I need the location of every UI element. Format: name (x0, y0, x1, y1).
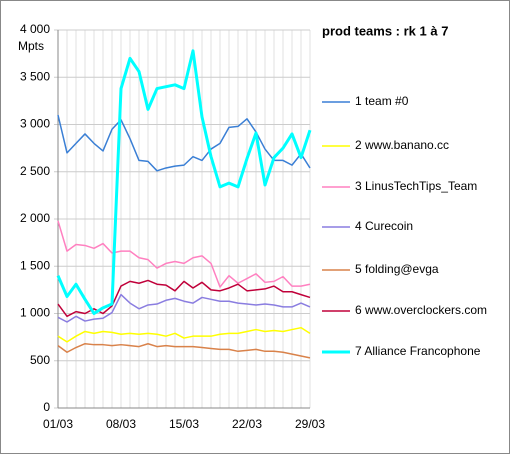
y-tick-label: 1 000 (20, 306, 50, 320)
series-line (57, 326, 311, 343)
series-line (57, 342, 311, 359)
x-tick-label: 08/03 (106, 417, 136, 431)
series-line (57, 293, 311, 323)
y-tick-label: 500 (30, 353, 50, 367)
legend-label: 2 www.banano.cc (355, 138, 449, 152)
y-tick-label: 0 (43, 400, 50, 414)
y-tick-label: 3 500 (20, 69, 50, 83)
y-tick-label: 4 000 (20, 22, 50, 36)
series-line (57, 114, 311, 172)
y-tick-label: 1 500 (20, 258, 50, 272)
legend-label: 3 LinusTechTips_Team (355, 179, 477, 193)
x-tick-label: 22/03 (232, 417, 262, 431)
y-tick-label: 2 500 (20, 164, 50, 178)
series-line (57, 279, 311, 318)
legend-label: 4 Curecoin (355, 219, 413, 233)
x-tick-label: 01/03 (43, 417, 73, 431)
legend-label: 7 Alliance Francophone (355, 344, 481, 358)
series-line (56, 49, 312, 315)
legend-label: 6 www.overclockers.com (355, 303, 487, 317)
x-tick-label: 29/03 (295, 417, 325, 431)
legend-label: 1 team #0 (355, 94, 409, 108)
legend-label: 5 folding@evga (355, 262, 439, 276)
chart-title: prod teams : rk 1 à 7 (322, 23, 448, 38)
y-tick-label: 2 000 (20, 211, 50, 225)
x-tick-label: 15/03 (169, 417, 199, 431)
y-tick-label: 3 000 (20, 117, 50, 131)
series-line (57, 220, 311, 288)
y-axis-label: Mpts (18, 39, 44, 53)
